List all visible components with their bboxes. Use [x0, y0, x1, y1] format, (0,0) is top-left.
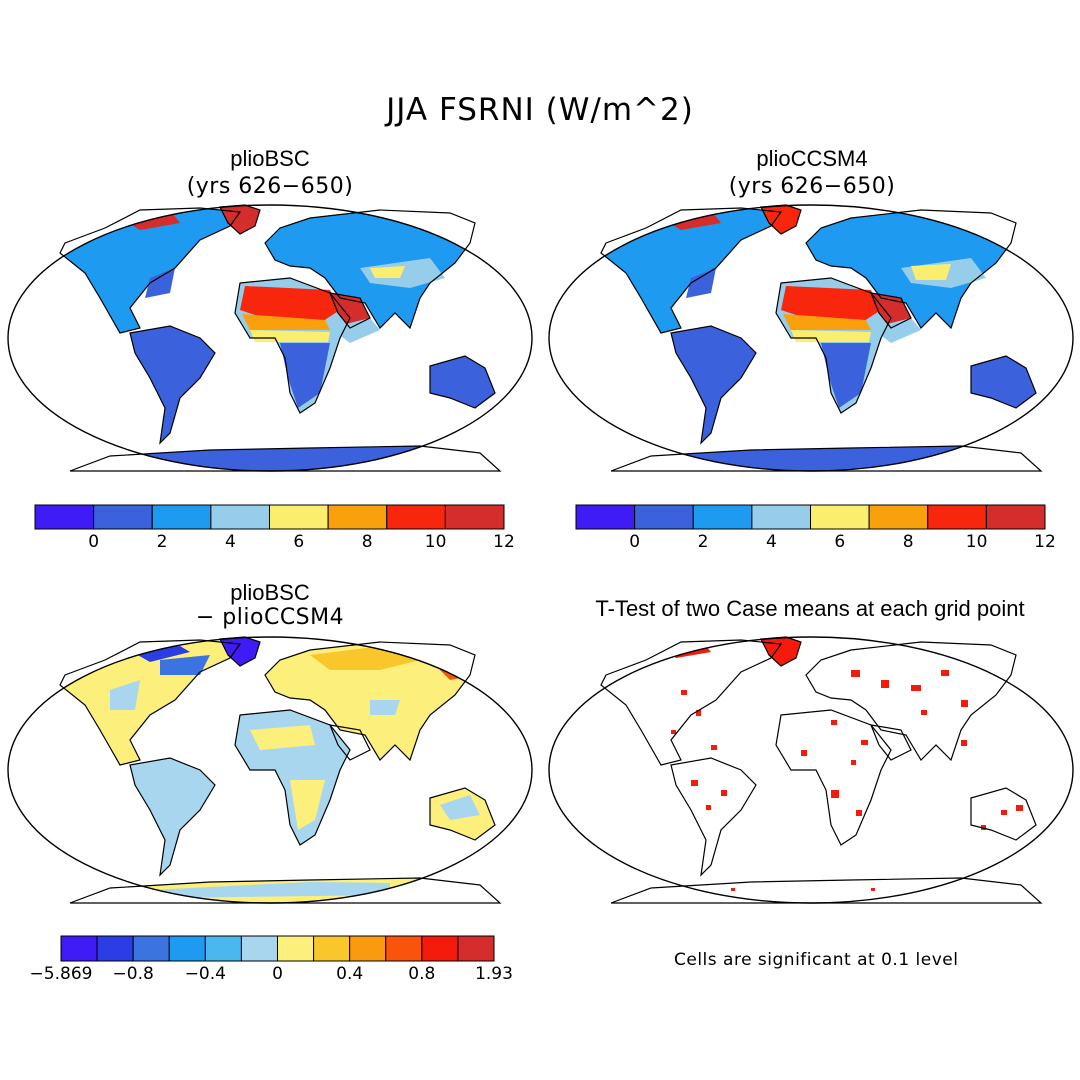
colorbar-swatch	[810, 504, 870, 530]
colorbar-swatch	[168, 935, 206, 962]
colorbar-swatch	[349, 935, 387, 962]
panel-3-subtitle: − plioCCSM4	[195, 605, 345, 630]
colorbar-swatch	[277, 935, 315, 962]
colorbar-swatch	[386, 504, 446, 530]
colorbar-swatch	[93, 504, 153, 530]
colorbar-tick-label: −5.869	[29, 964, 93, 984]
colorbar-tick-label: 8	[361, 532, 373, 552]
colorbar-tick-label: 8	[902, 532, 914, 552]
significance-note: Cells are significant at 0.1 level	[674, 950, 959, 970]
colorbar-swatch	[751, 504, 811, 530]
colorbar-tick-label: 10	[965, 532, 988, 552]
colorbar-panel-1	[34, 504, 505, 530]
colorbar-tick-label: 12	[1034, 532, 1056, 552]
map-panel-3	[7, 636, 533, 904]
colorbar-swatch	[692, 504, 753, 530]
colorbar-tick-label: −0.4	[184, 964, 226, 984]
colorbar-tick-label: 0	[272, 964, 283, 984]
colorbar-swatch	[444, 504, 505, 530]
colorbar-tick-label: 6	[293, 532, 305, 552]
colorbar-swatch	[868, 504, 929, 530]
panel-1-subtitle: (yrs 626−650)	[186, 174, 354, 199]
colorbar-swatch	[240, 935, 279, 962]
colorbar-swatch	[927, 504, 987, 530]
colorbar-tick-label: 4	[224, 532, 236, 552]
colorbar-swatch	[634, 504, 694, 530]
colorbar-panel-3	[60, 935, 495, 962]
colorbar-swatch	[204, 935, 242, 962]
panel-3-title: plioBSC	[230, 580, 310, 605]
colorbar-swatch	[575, 504, 636, 530]
colorbar-tick-label: 0	[88, 532, 100, 552]
colorbar-swatch	[421, 935, 459, 962]
colorbar-swatch	[34, 504, 95, 530]
figure-title: JJA FSRNI (W/m^2)	[386, 92, 694, 128]
colorbar-tick-label: 6	[834, 532, 846, 552]
colorbar-swatch	[96, 935, 134, 962]
colorbar-tick-label: −0.8	[112, 964, 154, 984]
map-panel-2	[548, 204, 1074, 472]
colorbar-swatch	[269, 504, 329, 530]
colorbar-panel-2	[575, 504, 1046, 530]
colorbar-tick-label: 0.8	[408, 964, 436, 984]
map-panel-1	[7, 204, 533, 472]
colorbar-swatch	[327, 504, 388, 530]
colorbar-swatch	[132, 935, 170, 962]
colorbar-swatch	[60, 935, 98, 962]
map-panel-4	[548, 636, 1074, 904]
panel-2-title: plioCCSM4	[756, 146, 868, 171]
colorbar-swatch	[985, 504, 1046, 530]
colorbar-tick-label: 2	[697, 532, 709, 552]
panel-4-title: T-Test of two Case means at each grid po…	[595, 596, 1025, 621]
colorbar-swatch	[151, 504, 212, 530]
colorbar-tick-label: 1.93	[475, 964, 513, 984]
colorbar-tick-label: 0	[629, 532, 641, 552]
colorbar-swatch	[385, 935, 423, 962]
colorbar-swatch	[313, 935, 351, 962]
panel-1-title: plioBSC	[230, 146, 310, 171]
panel-2-subtitle: (yrs 626−650)	[728, 174, 896, 199]
colorbar-tick-label: 10	[424, 532, 447, 552]
colorbar-swatch	[457, 935, 495, 962]
colorbar-tick-label: 12	[493, 532, 515, 552]
colorbar-swatch	[210, 504, 270, 530]
colorbar-tick-label: 0.4	[336, 964, 364, 984]
colorbar-tick-label: 2	[156, 532, 168, 552]
colorbar-tick-label: 4	[765, 532, 777, 552]
